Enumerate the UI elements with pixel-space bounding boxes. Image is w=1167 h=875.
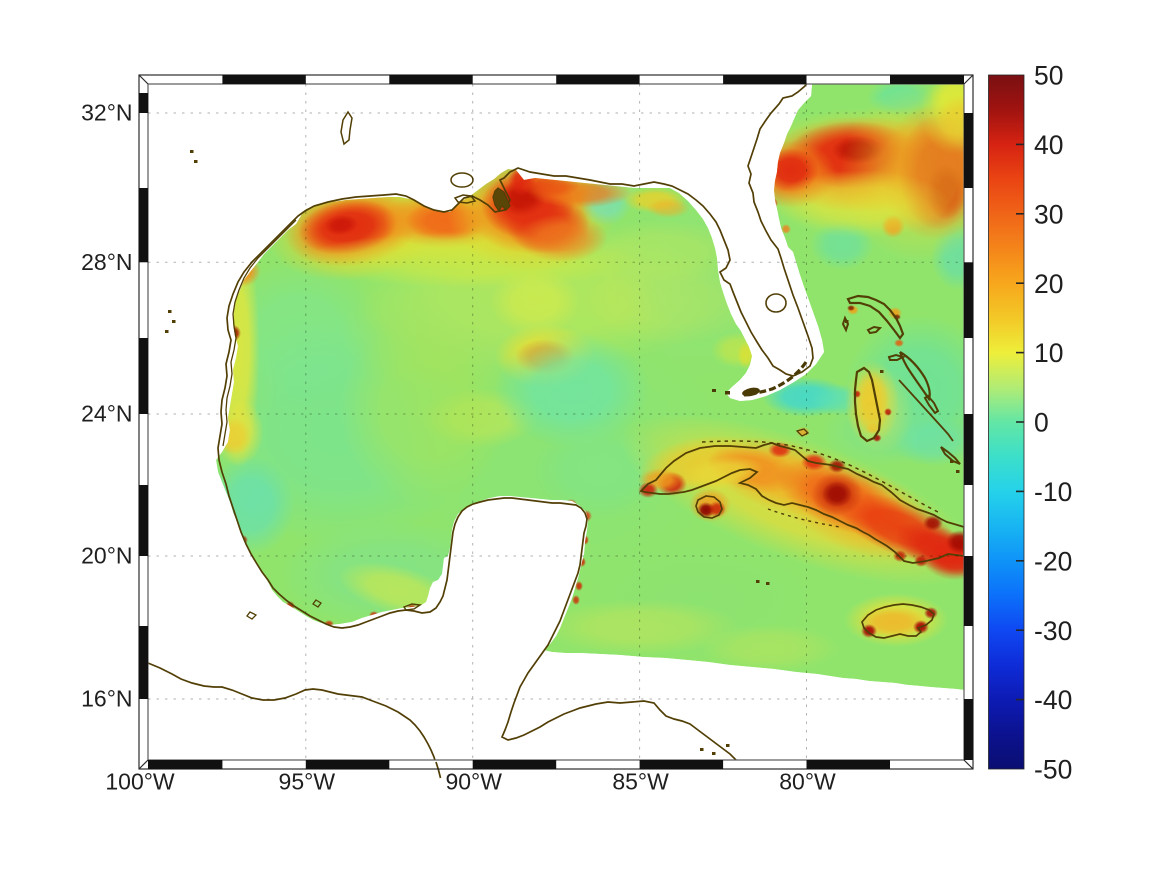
svg-text:0: 0 xyxy=(1034,408,1049,438)
svg-text:16°N: 16°N xyxy=(81,686,132,712)
svg-text:-40: -40 xyxy=(1034,685,1072,715)
svg-text:-10: -10 xyxy=(1034,477,1072,507)
svg-text:-20: -20 xyxy=(1034,546,1072,576)
svg-text:100°W: 100°W xyxy=(105,769,175,795)
svg-text:50: 50 xyxy=(1034,61,1063,91)
svg-text:30: 30 xyxy=(1034,199,1063,229)
svg-text:40: 40 xyxy=(1034,130,1063,160)
svg-text:90°W: 90°W xyxy=(445,769,502,795)
svg-text:32°N: 32°N xyxy=(81,100,132,126)
svg-text:85°W: 85°W xyxy=(612,769,669,795)
svg-text:95°W: 95°W xyxy=(279,769,336,795)
svg-text:28°N: 28°N xyxy=(81,249,132,275)
svg-text:10: 10 xyxy=(1034,338,1063,368)
svg-text:20: 20 xyxy=(1034,269,1063,299)
svg-text:24°N: 24°N xyxy=(81,401,132,427)
svg-text:-30: -30 xyxy=(1034,616,1072,646)
svg-text:80°W: 80°W xyxy=(779,769,836,795)
svg-text:-50: -50 xyxy=(1034,755,1072,785)
svg-text:20°N: 20°N xyxy=(81,543,132,569)
